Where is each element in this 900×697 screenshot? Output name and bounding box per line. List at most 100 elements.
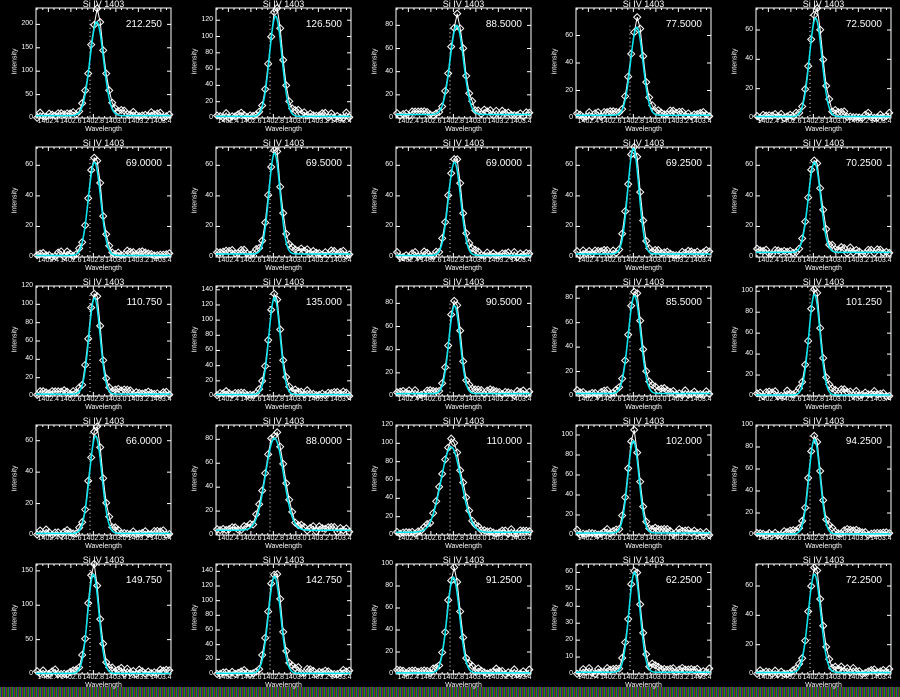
- y-tick-label: 20: [385, 222, 393, 230]
- spectrum-panel: 0 20 40 60 80 Si IV 1403 88.5000 Wavelength Inte…: [360, 0, 540, 139]
- y-tick-label: 0: [29, 531, 33, 538]
- observed-point-diamond: [794, 244, 804, 253]
- panel-title: Si IV 1403: [622, 416, 665, 426]
- observed-point-diamond: [617, 104, 627, 114]
- observed-point-diamond: [681, 665, 690, 674]
- y-tick-label: 20: [385, 368, 393, 376]
- x-tick-label: 1403.2: [667, 674, 690, 681]
- panel-value-label: 142.750: [305, 575, 342, 586]
- observed-point-diamond: [452, 155, 462, 164]
- observed-point-diamond: [404, 666, 414, 676]
- observed-point-diamond: [92, 292, 102, 301]
- observed-point-diamond: [660, 110, 669, 119]
- y-tick-label: 20: [385, 512, 393, 520]
- y-tick-label: 80: [385, 21, 393, 29]
- plot-frame: [575, 285, 712, 397]
- observed-point-diamond: [92, 156, 102, 165]
- plot-area: [392, 424, 534, 538]
- observed-point-diamond: [95, 17, 105, 27]
- observed-point-diamond: [50, 111, 60, 120]
- y-tick-label: 40: [205, 483, 213, 491]
- observed-point-diamond: [218, 668, 228, 677]
- observed-point-diamond: [111, 250, 120, 259]
- gaussian-fit-line: [756, 573, 891, 674]
- observed-point-diamond: [837, 662, 846, 671]
- observed-point-diamond: [77, 238, 87, 247]
- y-tick-label: 30: [565, 619, 573, 627]
- spectrum-panel: 0 20 40 60 80 100 120 Si IV 1403 110.750 Waveleng…: [0, 277, 180, 417]
- observed-point-diamond: [272, 428, 282, 437]
- observed-point-diamond: [614, 383, 624, 392]
- x-tick-label: 1403.2: [667, 396, 690, 403]
- spectrum-panel: 0 50 100 150 200 Si IV 1403 212.250 Wavelength I…: [0, 0, 180, 139]
- x-tick-label: 1402.6: [780, 257, 802, 264]
- panel-value-label: 69.2500: [665, 158, 702, 169]
- x-tick-label: 1403.0: [105, 396, 127, 403]
- plot-area: [32, 559, 174, 679]
- x-tick-label: 1403.0: [465, 257, 487, 264]
- panel-title: Si IV 1403: [442, 138, 485, 148]
- observed-point-diamond: [297, 668, 306, 678]
- panel-value-label: 72.5000: [845, 19, 882, 30]
- observed-point-diamond: [501, 387, 510, 397]
- y-tick-label: 80: [565, 451, 573, 458]
- x-axis-label: Wavelength: [265, 404, 302, 411]
- plot-area: [572, 142, 714, 260]
- y-tick-label: 20: [385, 648, 393, 655]
- x-tick-label: 1402.8: [262, 118, 285, 125]
- observed-point-diamond: [846, 112, 855, 121]
- observed-point-diamond: [516, 387, 525, 397]
- x-tick-label: 1402.4: [217, 257, 240, 264]
- x-tick-label: 1402.6: [780, 674, 802, 681]
- y-tick-label: 100: [381, 560, 393, 567]
- x-tick-label: 1402.4: [757, 674, 780, 681]
- observed-point-diamond: [885, 528, 894, 538]
- observed-point-diamond: [614, 664, 624, 673]
- x-tick-label: 1403.4: [510, 535, 532, 542]
- plot-frame: [575, 563, 712, 675]
- observed-point-diamond: [138, 528, 147, 538]
- observed-point-diamond: [507, 110, 516, 120]
- gaussian-fit-line: [216, 15, 351, 118]
- observed-point-diamond: [522, 108, 531, 117]
- observed-point-diamond: [699, 530, 708, 540]
- x-tick-label: 1403.0: [105, 674, 127, 681]
- plot-area: [212, 563, 354, 679]
- observed-point-diamond: [315, 390, 324, 400]
- x-tick-label: 1403.0: [285, 257, 307, 264]
- observed-point-diamond: [419, 389, 429, 398]
- y-tick-label: 100: [21, 67, 33, 75]
- y-tick-label: 120: [21, 282, 33, 289]
- x-tick-label: 1402.6: [420, 257, 442, 264]
- plot-frame: [395, 563, 532, 675]
- y-tick-label: 40: [385, 626, 393, 633]
- x-tick-label: 1402.4: [37, 535, 60, 542]
- gaussian-fit-line: [576, 26, 711, 116]
- x-tick-label: 1403.4: [870, 396, 892, 403]
- y-tick-label: 0: [389, 670, 393, 677]
- panel-title: Si IV 1403: [802, 277, 845, 287]
- y-tick-label: 0: [389, 392, 393, 399]
- panel-value-label: 102.000: [665, 436, 702, 447]
- y-tick-label: 20: [745, 222, 753, 230]
- observed-point-diamond: [306, 249, 315, 258]
- y-tick-label: 20: [745, 371, 753, 379]
- y-tick-label: 40: [745, 611, 753, 619]
- x-tick-label: 1402.6: [240, 396, 262, 403]
- observed-point-diamond: [306, 523, 315, 533]
- x-tick-label: 1402.6: [780, 118, 802, 125]
- panel-value-label: 85.5000: [665, 297, 702, 308]
- panel-value-label: 62.2500: [665, 575, 702, 586]
- observed-point-diamond: [147, 388, 156, 398]
- plot-area: [212, 3, 354, 123]
- observed-point-diamond: [809, 10, 819, 20]
- panel-value-label: 110.000: [486, 436, 522, 447]
- gaussian-fit-line: [216, 152, 351, 255]
- observed-point-diamond: [230, 388, 240, 398]
- observed-point-diamond: [120, 528, 129, 538]
- observed-point-diamond: [501, 108, 510, 118]
- observed-point-diamond: [486, 385, 495, 394]
- observed-point-diamond: [434, 386, 444, 396]
- x-tick-label: 1402.8: [442, 257, 465, 264]
- y-tick-label: 20: [385, 90, 393, 98]
